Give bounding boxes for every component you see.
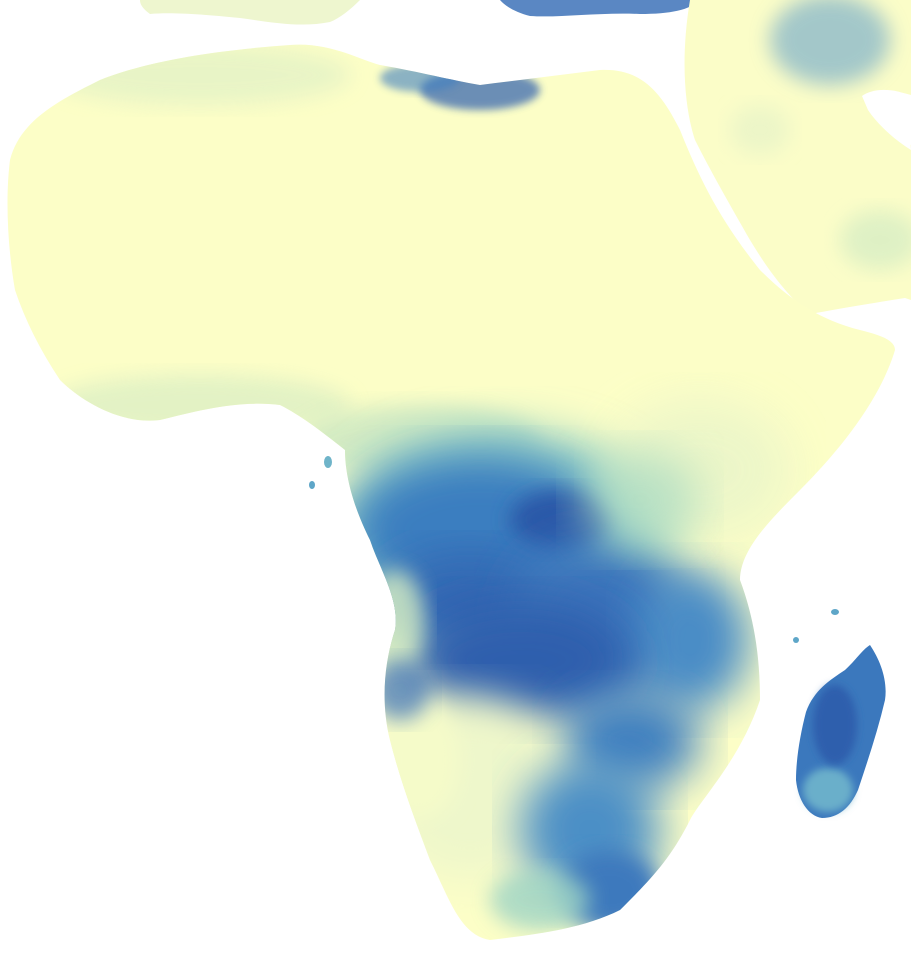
madagascar-region	[796, 645, 886, 818]
comoros-islands	[793, 609, 839, 643]
arabian-peninsula-region	[668, 0, 911, 345]
europe-coast-region	[140, 0, 760, 25]
west-islands	[309, 456, 332, 489]
africa-continent	[7, 44, 895, 940]
